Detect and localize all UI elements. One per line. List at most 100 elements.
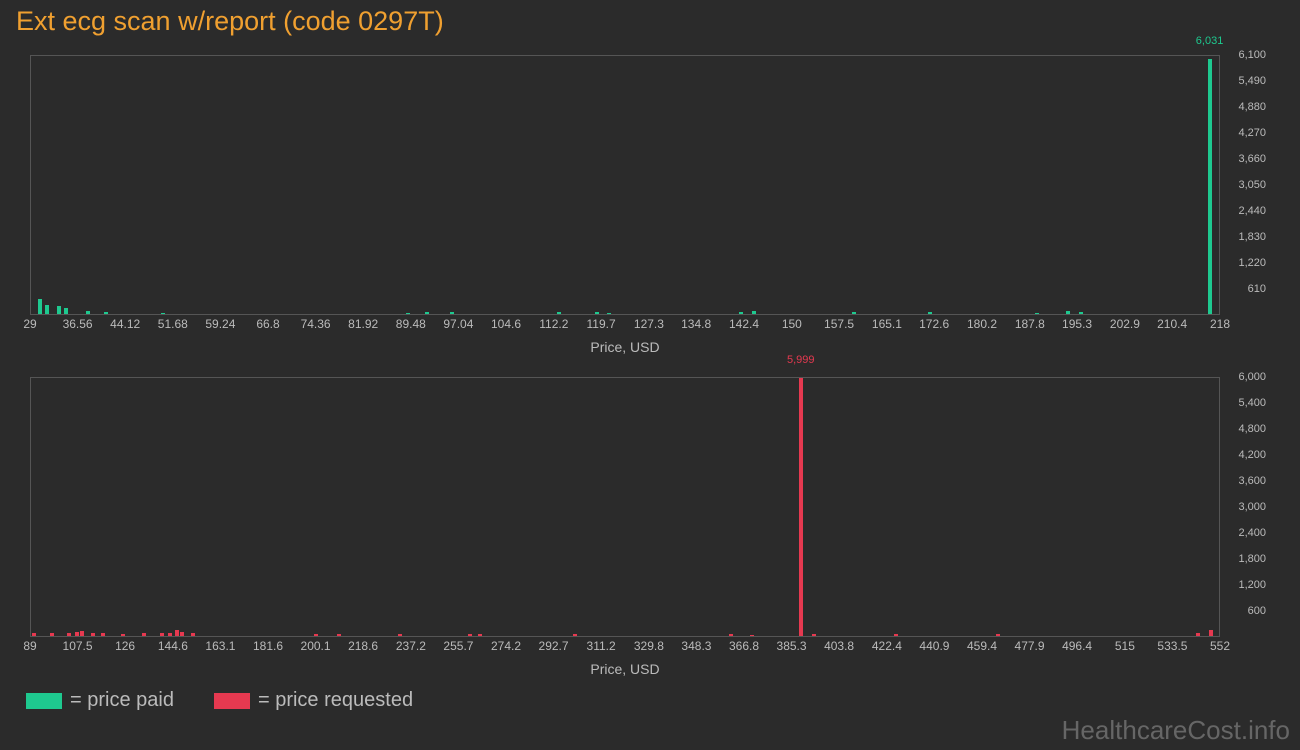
bar — [1208, 59, 1212, 314]
x-tick: 144.6 — [158, 639, 188, 653]
x-tick: 403.8 — [824, 639, 854, 653]
x-tick: 187.8 — [1015, 317, 1045, 331]
x-tick: 218 — [1210, 317, 1230, 331]
x-tick: 237.2 — [396, 639, 426, 653]
bar — [894, 634, 898, 636]
bar — [406, 313, 410, 314]
bar — [595, 312, 599, 314]
bar-value-label: 5,999 — [787, 354, 815, 366]
x-tick: 36.56 — [63, 317, 93, 331]
y-tick: 3,660 — [1238, 153, 1266, 165]
bar — [38, 299, 42, 314]
x-tick: 440.9 — [919, 639, 949, 653]
bar — [121, 634, 125, 636]
bar — [450, 312, 454, 314]
y-tick: 3,050 — [1238, 179, 1266, 191]
bar — [80, 631, 84, 636]
x-tick: 218.6 — [348, 639, 378, 653]
bar — [996, 634, 1000, 636]
x-tick: 81.92 — [348, 317, 378, 331]
x-tick: 163.1 — [205, 639, 235, 653]
y-tick: 610 — [1248, 283, 1266, 295]
x-tick: 552 — [1210, 639, 1230, 653]
x-tick: 126 — [115, 639, 135, 653]
bar — [50, 633, 54, 636]
bar — [607, 313, 611, 314]
bar — [32, 633, 36, 636]
x-tick: 142.4 — [729, 317, 759, 331]
x-tick: 329.8 — [634, 639, 664, 653]
legend-swatch — [26, 693, 62, 709]
x-tick: 180.2 — [967, 317, 997, 331]
x-tick: 533.5 — [1157, 639, 1187, 653]
y-tick: 3,000 — [1238, 501, 1266, 513]
x-tick: 112.2 — [539, 317, 568, 331]
legend-item-paid: = price paid — [26, 689, 174, 712]
bar — [852, 312, 856, 314]
x-tick: 366.8 — [729, 639, 759, 653]
y-tick: 2,440 — [1238, 205, 1266, 217]
bar — [180, 632, 184, 636]
bar — [314, 634, 318, 636]
x-tick: 150 — [782, 317, 802, 331]
x-tick: 97.04 — [443, 317, 473, 331]
x-tick: 255.7 — [443, 639, 473, 653]
bar — [739, 312, 743, 314]
y-tick: 5,400 — [1238, 397, 1266, 409]
y-tick: 4,800 — [1238, 423, 1266, 435]
x-tick: 422.4 — [872, 639, 902, 653]
bar — [425, 312, 429, 314]
bar — [1079, 312, 1083, 314]
bar — [752, 311, 756, 314]
bar — [142, 633, 146, 636]
x-tick: 66.8 — [256, 317, 279, 331]
x-tick: 119.7 — [586, 317, 615, 331]
x-tick: 200.1 — [301, 639, 331, 653]
x-tick: 89.48 — [396, 317, 426, 331]
bar — [750, 635, 754, 636]
bar — [928, 312, 932, 314]
bar — [812, 634, 816, 636]
chart-price-requested: 5,999 89107.5126144.6163.1181.6200.1218.… — [10, 367, 1290, 677]
y-tick: 4,200 — [1238, 449, 1266, 461]
legend-item-requested: = price requested — [214, 689, 413, 712]
bar — [175, 630, 179, 636]
bar — [729, 634, 733, 636]
bar — [1066, 311, 1070, 314]
legend: = price paid = price requested — [10, 689, 1290, 712]
chart-price-paid: 6,031 2936.5644.1251.6859.2466.874.3681.… — [10, 45, 1290, 355]
bar — [67, 633, 71, 636]
y-tick: 1,830 — [1238, 231, 1266, 243]
x-tick: 459.4 — [967, 639, 997, 653]
x-tick: 59.24 — [205, 317, 235, 331]
x-tick: 385.3 — [777, 639, 807, 653]
x-tick: 210.4 — [1157, 317, 1187, 331]
bar — [337, 634, 341, 636]
bar — [160, 633, 164, 636]
bar — [1209, 630, 1213, 636]
x-tick: 51.68 — [158, 317, 188, 331]
x-tick: 134.8 — [681, 317, 711, 331]
y-tick: 600 — [1248, 605, 1266, 617]
bar-value-label: 6,031 — [1196, 35, 1224, 47]
bar — [57, 306, 61, 314]
y-tick: 1,200 — [1238, 579, 1266, 591]
x-axis-label: Price, USD — [590, 339, 659, 355]
x-tick: 181.6 — [253, 639, 283, 653]
x-tick: 172.6 — [919, 317, 949, 331]
bar — [557, 312, 561, 314]
x-tick: 348.3 — [681, 639, 711, 653]
y-tick: 3,600 — [1238, 475, 1266, 487]
x-tick: 311.2 — [587, 639, 616, 653]
y-tick: 1,220 — [1238, 257, 1266, 269]
bar — [478, 634, 482, 636]
x-tick: 477.9 — [1015, 639, 1045, 653]
bar — [86, 311, 90, 314]
watermark: HealthcareCost.info — [1062, 715, 1290, 746]
x-tick: 202.9 — [1110, 317, 1140, 331]
x-tick: 44.12 — [110, 317, 140, 331]
bar — [191, 633, 195, 636]
bar — [75, 632, 79, 636]
bar — [1196, 633, 1200, 636]
x-tick: 195.3 — [1062, 317, 1092, 331]
